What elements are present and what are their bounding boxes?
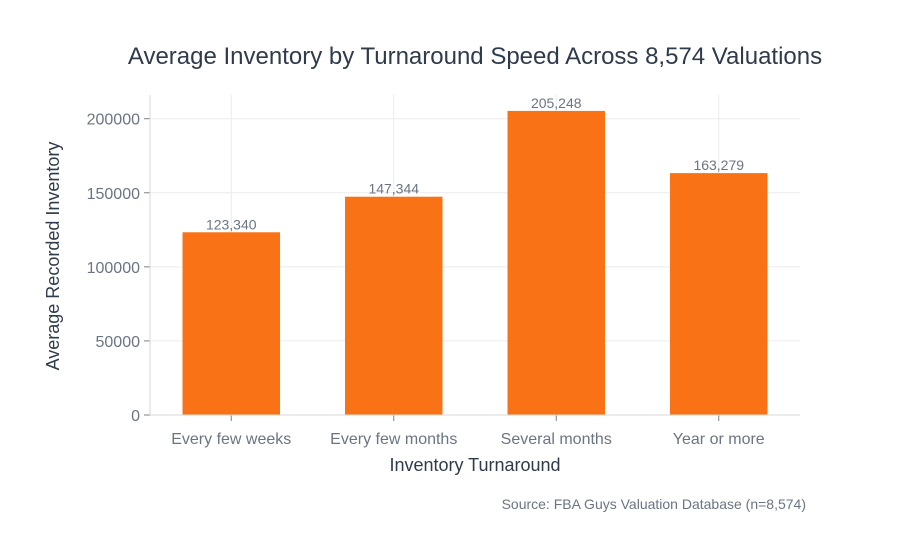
bar <box>182 232 280 415</box>
y-tick-label: 50000 <box>96 334 141 351</box>
bar-group <box>182 110 768 415</box>
data-label: 147,344 <box>368 181 419 197</box>
bar <box>670 173 768 415</box>
y-axis: 0 50000 100000 150000 200000 <box>87 95 151 425</box>
x-axis-title: Inventory Turnaround <box>389 455 560 475</box>
x-tick-label: Year or more <box>673 431 765 448</box>
data-label: 205,248 <box>531 95 582 111</box>
x-tick-label: Several months <box>501 431 612 448</box>
data-label: 123,340 <box>206 216 257 232</box>
y-tick-label: 100000 <box>87 260 140 277</box>
y-tick-label: 200000 <box>87 112 140 129</box>
y-axis-title: Average Recorded Inventory <box>43 142 63 371</box>
data-labels: 123,340 147,344 205,248 163,279 <box>206 95 744 232</box>
source-note: Source: FBA Guys Valuation Database (n=8… <box>502 496 806 512</box>
x-axis: Every few weeks Every few months Several m… <box>150 414 800 448</box>
y-tick-label: 0 <box>131 408 140 425</box>
chart-title: Average Inventory by Turnaround Speed Ac… <box>128 43 822 70</box>
data-label: 163,279 <box>693 157 744 173</box>
bar <box>345 196 443 415</box>
bar <box>507 110 605 415</box>
x-tick-label: Every few months <box>330 431 457 448</box>
x-tick-label: Every few weeks <box>171 431 291 448</box>
y-tick-label: 150000 <box>87 186 140 203</box>
